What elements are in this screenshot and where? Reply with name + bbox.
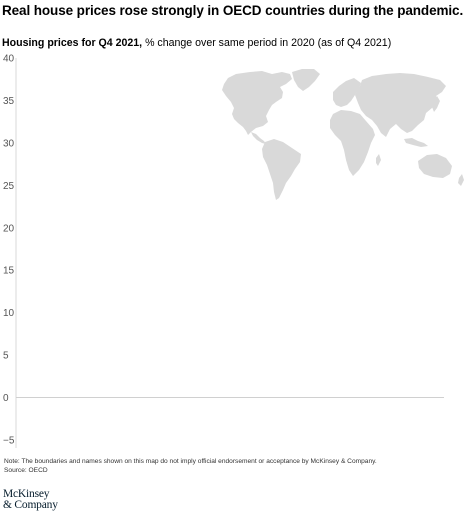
map-australia [418, 154, 452, 178]
chart-subtitle: Housing prices for Q4 2021, % change ove… [2, 36, 391, 50]
y-tick-label: 20 [3, 223, 15, 234]
map-africa [330, 110, 375, 176]
y-tick-label: 10 [3, 308, 15, 319]
map-europe [333, 78, 361, 107]
map-japan [432, 96, 440, 112]
y-axis: 40 35 30 25 20 15 10 5 0 −5 [3, 54, 15, 447]
y-tick-label: 35 [3, 96, 15, 107]
map-madagascar [376, 154, 381, 166]
subtitle-bold: Housing prices for Q4 2021, [2, 37, 143, 49]
y-tick-label: 30 [3, 138, 15, 149]
source-text: Source: OECD [4, 466, 48, 474]
note: Note: The boundaries and names shown on … [4, 458, 377, 475]
logo-line-1: McKinsey [3, 488, 50, 500]
y-tick-label: 15 [3, 266, 15, 277]
chart-title: Real house prices rose strongly in OECD … [2, 3, 464, 18]
map-greenland [292, 69, 320, 91]
world-map [222, 69, 464, 200]
map-asia [355, 73, 446, 137]
logo-line-2: & Company [3, 498, 58, 511]
mckinsey-logo: McKinsey & Company [3, 489, 58, 510]
y-tick-label: 0 [3, 393, 9, 404]
y-tick-label: −5 [3, 436, 15, 447]
map-new-zealand [458, 174, 464, 186]
y-tick-label: 5 [3, 351, 9, 362]
chart-area: 40 35 30 25 20 15 10 5 0 −5 [3, 54, 464, 448]
map-central-america [251, 132, 266, 144]
subtitle-rest: % change over same period in 2020 (as of… [142, 37, 392, 49]
note-text: Note: The boundaries and names shown on … [4, 458, 377, 465]
y-tick-label: 40 [3, 54, 15, 65]
map-southeast-asia [404, 138, 428, 147]
map-north-america [222, 71, 292, 135]
map-south-america [262, 139, 301, 200]
y-tick-label: 25 [3, 181, 15, 192]
